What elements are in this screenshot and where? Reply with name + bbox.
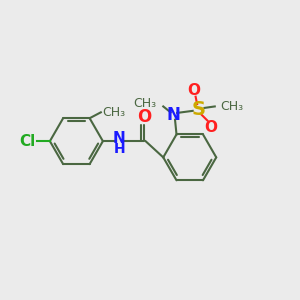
- Text: S: S: [192, 100, 206, 119]
- Text: N: N: [167, 106, 181, 124]
- Text: CH₃: CH₃: [102, 106, 125, 119]
- Text: CH₃: CH₃: [221, 100, 244, 113]
- Text: Cl: Cl: [19, 134, 35, 149]
- Text: CH₃: CH₃: [133, 97, 156, 110]
- Text: O: O: [137, 108, 151, 126]
- Text: H: H: [113, 142, 125, 156]
- Text: O: O: [188, 83, 201, 98]
- Text: O: O: [204, 120, 217, 135]
- Text: N: N: [113, 131, 125, 146]
